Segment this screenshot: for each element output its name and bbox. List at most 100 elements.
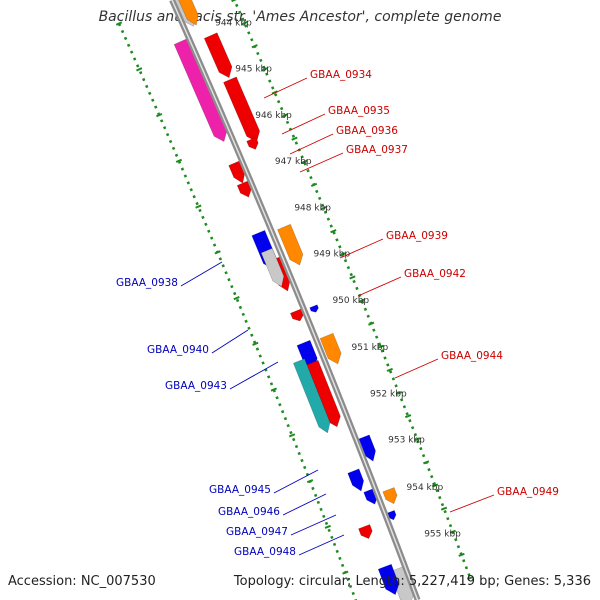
- inner-tick-ring-tick: [458, 552, 465, 557]
- inner-tick-ring-tick: [449, 529, 456, 534]
- feature-trna: [319, 332, 342, 365]
- inner-tick-ring-tick: [330, 229, 337, 234]
- backbone: [169, 0, 421, 600]
- feature-rrna: [292, 358, 331, 434]
- feature-cds: [223, 76, 260, 143]
- gene-label: GBAA_0938: [116, 277, 178, 289]
- gene-label: GBAA_0946: [218, 506, 280, 518]
- gene-label: GBAA_0944: [441, 350, 503, 362]
- inner-tick-ring-tick: [467, 576, 474, 580]
- scale-label: 953 kbp: [388, 436, 425, 446]
- outer-tick-ring-tick: [195, 204, 202, 209]
- outer-tick-ring-tick: [270, 387, 277, 392]
- inner-tick-ring-tick: [358, 298, 366, 303]
- inner-tick-ring-tick: [251, 44, 258, 49]
- accession-text: Accession: NC_007530: [8, 574, 156, 589]
- gene-label: GBAA_0935: [328, 105, 390, 117]
- inner-tick-ring-tick: [386, 367, 393, 372]
- label-leader-line: [180, 261, 223, 287]
- outer-tick-ring-tick: [175, 158, 183, 163]
- gene-label: GBAA_0940: [147, 344, 209, 356]
- map-title: Bacillus anthracis str. 'Ames Ancestor',…: [98, 9, 502, 25]
- feature-track: [173, 0, 414, 600]
- inner-tick-ring-tick: [414, 437, 421, 442]
- outer-tick-ring-tick: [252, 341, 259, 346]
- genome-summary-text: Topology: circular; Length: 5,227,419 bp…: [233, 574, 591, 589]
- label-leader-line: [290, 514, 337, 536]
- label-leader-line: [282, 493, 327, 516]
- inner-tick-ring-tick: [271, 90, 278, 95]
- scale-label: 950 kbp: [332, 296, 369, 306]
- gene-label: GBAA_0943: [165, 380, 227, 392]
- scale-label: 949 kbp: [314, 250, 351, 260]
- gene-label: GBAA_0937: [346, 144, 408, 156]
- feature-cds_rev: [309, 304, 319, 313]
- feature-cds: [246, 136, 259, 150]
- inner-tick-ring-tick: [291, 136, 298, 141]
- gene-label: GBAA_0942: [404, 268, 466, 280]
- gene-labels: GBAA_0934 GBAA_0935 GBAA_0936 GBAA_0937 GBAA…: [116, 69, 559, 558]
- label-leader-line: [273, 469, 319, 494]
- outer-tick-ring: [117, 23, 358, 600]
- outer-tick-ring-tick: [115, 21, 123, 26]
- inner-tick-ring-tick: [377, 344, 384, 349]
- gene-label: GBAA_0936: [336, 125, 398, 137]
- label-leader-line: [357, 276, 402, 297]
- gene-label: GBAA_0934: [310, 69, 372, 81]
- label-leader-line: [339, 238, 384, 259]
- inner-tick-ring-tick: [423, 460, 430, 465]
- inner-tick-ring-tick: [320, 205, 327, 211]
- label-leader-line: [289, 133, 334, 155]
- feature-cds: [203, 32, 233, 79]
- backbone-core: [171, 0, 419, 600]
- label-leader-line: [211, 329, 249, 354]
- outer-tick-ring-tick: [156, 112, 163, 118]
- outer-tick-ring-tick: [233, 296, 240, 301]
- backbone-line: [169, 0, 421, 600]
- inner-tick-ring-tick: [261, 67, 268, 72]
- inner-tick-ring-tick: [281, 113, 288, 118]
- inner-tick-ring-tick: [301, 159, 308, 164]
- gene-label: GBAA_0947: [226, 526, 288, 538]
- feature-cds: [304, 359, 341, 428]
- outer-tick-ring-tick: [288, 433, 296, 438]
- label-leader-line: [263, 77, 308, 99]
- label-leader-line: [298, 534, 345, 556]
- scale-label: 955 kbp: [424, 529, 461, 539]
- gene-label: GBAA_0945: [209, 484, 271, 496]
- tick-rings: [115, 0, 474, 600]
- outer-tick-ring-tick: [136, 67, 143, 72]
- label-leader-line: [299, 152, 344, 173]
- scale-label: 951 kbp: [352, 343, 389, 353]
- outer-tick-ring-tick: [306, 479, 314, 484]
- feature-trna: [382, 487, 398, 505]
- inner-tick-ring-tick: [395, 390, 403, 396]
- feature-pseudo: [260, 247, 285, 288]
- outer-tick-ring-tick: [324, 524, 331, 529]
- scale-label: 954 kbp: [407, 483, 444, 493]
- inner-tick-ring-tick: [310, 182, 318, 188]
- scale-label: 947 kbp: [275, 157, 312, 167]
- label-leader-line: [394, 358, 439, 379]
- label-leader-line: [281, 113, 326, 135]
- scale-label: 948 kbp: [294, 203, 331, 213]
- feature-cds_rev: [347, 468, 364, 492]
- outer-tick-ring-tick: [214, 250, 221, 255]
- label-leader-line: [449, 494, 495, 513]
- inner-tick-ring-tick: [368, 321, 375, 326]
- scale-label: 952 kbp: [370, 389, 407, 399]
- scale-label: 944 kbp: [215, 18, 252, 28]
- label-leader-line: [229, 361, 279, 390]
- inner-tick-ring-tick: [404, 414, 412, 419]
- feature-trna: [277, 223, 304, 266]
- inner-tick-ring-tick: [241, 20, 248, 26]
- inner-tick-ring-tick: [440, 506, 448, 511]
- inner-tick-ring-tick: [349, 275, 356, 280]
- outer-tick-ring-tick: [342, 570, 349, 575]
- feature-trna: [178, 0, 199, 26]
- feature-cds: [358, 524, 373, 539]
- scale-labels: 944 kbp 945 kbp 946 kbp 947 kbp 948 kbp 949 k…: [215, 18, 461, 539]
- inner-tick-ring-tick: [339, 252, 347, 257]
- inner-tick-ring-tick: [231, 0, 237, 3]
